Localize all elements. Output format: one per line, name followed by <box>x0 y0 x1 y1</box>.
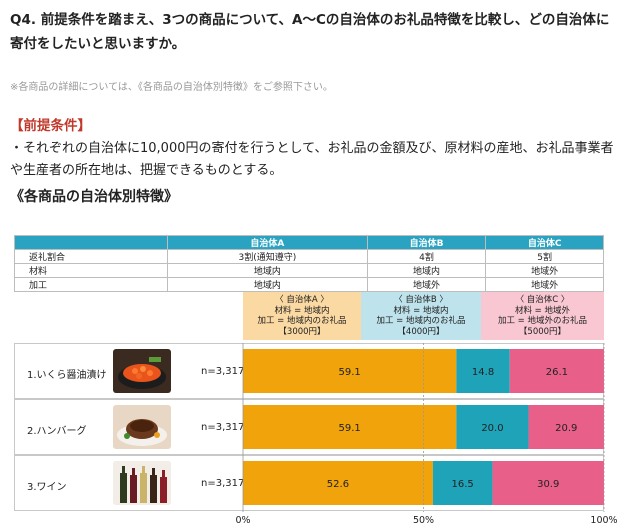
legend-a-line1: 〈 自治体A 〉 <box>275 295 329 305</box>
legend-c-line1: 〈 自治体C 〉 <box>515 295 570 305</box>
feature-header-cell: 自治体B <box>366 235 487 250</box>
section-title: 《各商品の自治体別特徴》 <box>10 189 178 205</box>
ikura-image <box>113 349 171 393</box>
bar-segment <box>492 461 604 505</box>
bar-segment <box>243 349 457 393</box>
tick-label: 0% <box>235 515 250 526</box>
bar-segment <box>528 405 604 449</box>
legend-c-line3: 加工 = 地域外のお礼品 <box>497 316 588 326</box>
legend-b-line3: 加工 = 地域内のお礼品 <box>376 316 466 326</box>
feature-row: 加工 地域内 地域外 地域外 <box>14 277 604 292</box>
legend-a-line2: 材料 = 地域内 <box>274 305 330 316</box>
note-text: ※各商品の詳細については、《各商品の自治体別特徴》をご参照下さい。 <box>10 82 333 93</box>
feature-cell: 地域内 <box>167 277 368 292</box>
wine-image <box>113 461 171 505</box>
data-label: 20.0 <box>481 423 503 434</box>
legend-a-line3: 加工 = 地域内のお礼品 <box>257 316 347 326</box>
chart-row: 2.ハンバーグ n=3,317 <box>14 399 604 455</box>
row-label: 2.ハンバーグ <box>27 426 87 437</box>
conditions-heading: 【前提条件】 <box>10 118 91 134</box>
data-label: 14.8 <box>472 367 494 378</box>
feature-cell: 地域外 <box>485 277 604 292</box>
legend-a: 〈 自治体A 〉 材料 = 地域内 加工 = 地域内のお礼品 【3000円】 <box>243 292 361 340</box>
data-label: 26.1 <box>546 367 568 378</box>
data-label: 30.9 <box>537 479 559 490</box>
legend-c-line4: 【5000円】 <box>518 326 567 337</box>
tick-label: 50% <box>413 515 434 526</box>
data-label: 52.6 <box>327 479 349 490</box>
chart-row: 3.ワイン n=3,317 <box>14 455 604 511</box>
legend-c-line2: 材料 = 地域外 <box>514 305 571 316</box>
bar-segment <box>243 461 433 505</box>
feature-table: 自治体A 自治体B 自治体C 返礼割合 3割(通知遵守) 4割 5割 材料 地域… <box>14 235 604 292</box>
bar-segment <box>509 349 604 393</box>
data-label: 59.1 <box>339 367 361 378</box>
legend-b-line2: 材料 = 地域内 <box>393 305 449 316</box>
data-label: 59.1 <box>339 423 361 434</box>
hamburg-image <box>113 405 171 449</box>
tick-label: 100% <box>590 515 617 526</box>
bar-segment <box>456 405 529 449</box>
legend-b-line1: 〈 自治体B 〉 <box>394 295 448 305</box>
data-label: 20.9 <box>555 423 577 434</box>
feature-cell: 加工 <box>14 277 168 292</box>
row-n: n=3,317 <box>201 366 245 377</box>
row-n: n=3,317 <box>201 422 245 433</box>
bar-segment <box>456 349 510 393</box>
bar-segment <box>432 461 493 505</box>
conditions-body: ・それぞれの自治体に10,000円の寄付を行うとして、お礼品の金額及び、原材料の… <box>10 141 614 178</box>
row-n: n=3,317 <box>201 478 245 489</box>
data-label: 16.5 <box>452 479 474 490</box>
legend-a-line4: 【3000円】 <box>278 326 326 337</box>
question-text: Q4. 前提条件を踏まえ、3つの商品について、A～Cの自治体のお礼品特徴を比較し… <box>10 12 610 52</box>
row-label: 1.いくら醤油漬け <box>27 370 107 381</box>
feature-header-cell: 自治体C <box>485 235 604 250</box>
row-label: 3.ワイン <box>27 482 67 493</box>
feature-row: 材料 地域内 地域内 地域外 <box>14 263 604 278</box>
legend-b: 〈 自治体B 〉 材料 = 地域内 加工 = 地域内のお礼品 【4000円】 <box>361 292 481 340</box>
legend-c: 〈 自治体C 〉 材料 = 地域外 加工 = 地域外のお礼品 【5000円】 <box>481 292 604 340</box>
bar-segment <box>243 405 457 449</box>
legend-b-line4: 【4000円】 <box>397 326 445 337</box>
